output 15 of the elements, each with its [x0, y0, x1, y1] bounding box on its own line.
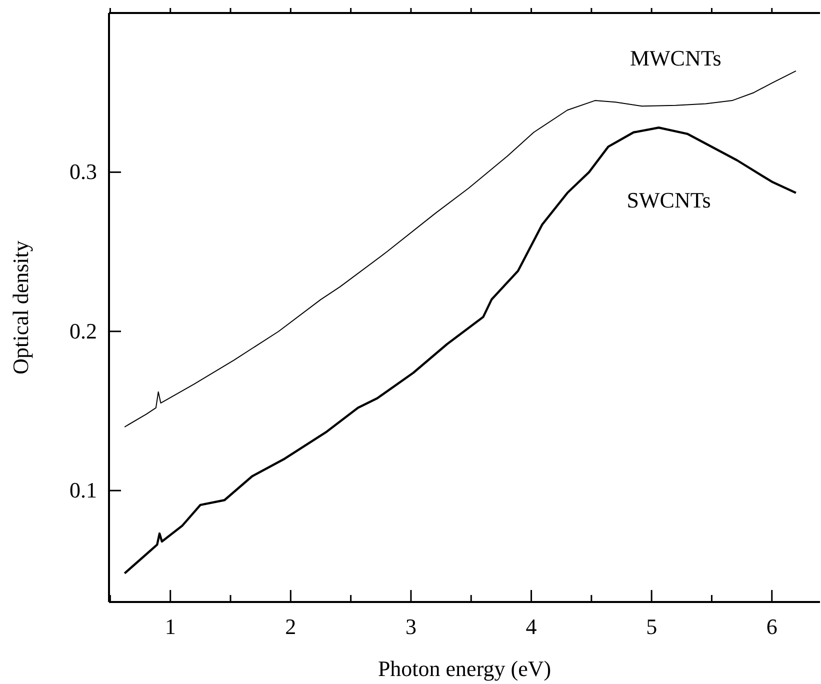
- series-label: MWCNTs: [630, 45, 722, 70]
- y-axis-title: Optical density: [8, 240, 33, 374]
- line-series: [124, 126, 798, 574]
- line-series: [124, 70, 796, 428]
- y-tick-label: 0.2: [70, 318, 97, 344]
- y-tick-label: 0.1: [70, 478, 97, 503]
- x-tick-label: 1: [164, 614, 176, 639]
- x-tick-label: 4: [526, 614, 537, 639]
- x-tick-label: 3: [405, 614, 416, 639]
- x-tick-label: 5: [646, 614, 658, 639]
- y-tick-label: 0.3: [70, 159, 97, 184]
- series-label: SWCNTs: [626, 188, 711, 213]
- x-tick-label: 6: [766, 614, 778, 639]
- x-axis-title: Photon energy (eV): [378, 656, 552, 681]
- x-tick-label: 2: [285, 614, 296, 639]
